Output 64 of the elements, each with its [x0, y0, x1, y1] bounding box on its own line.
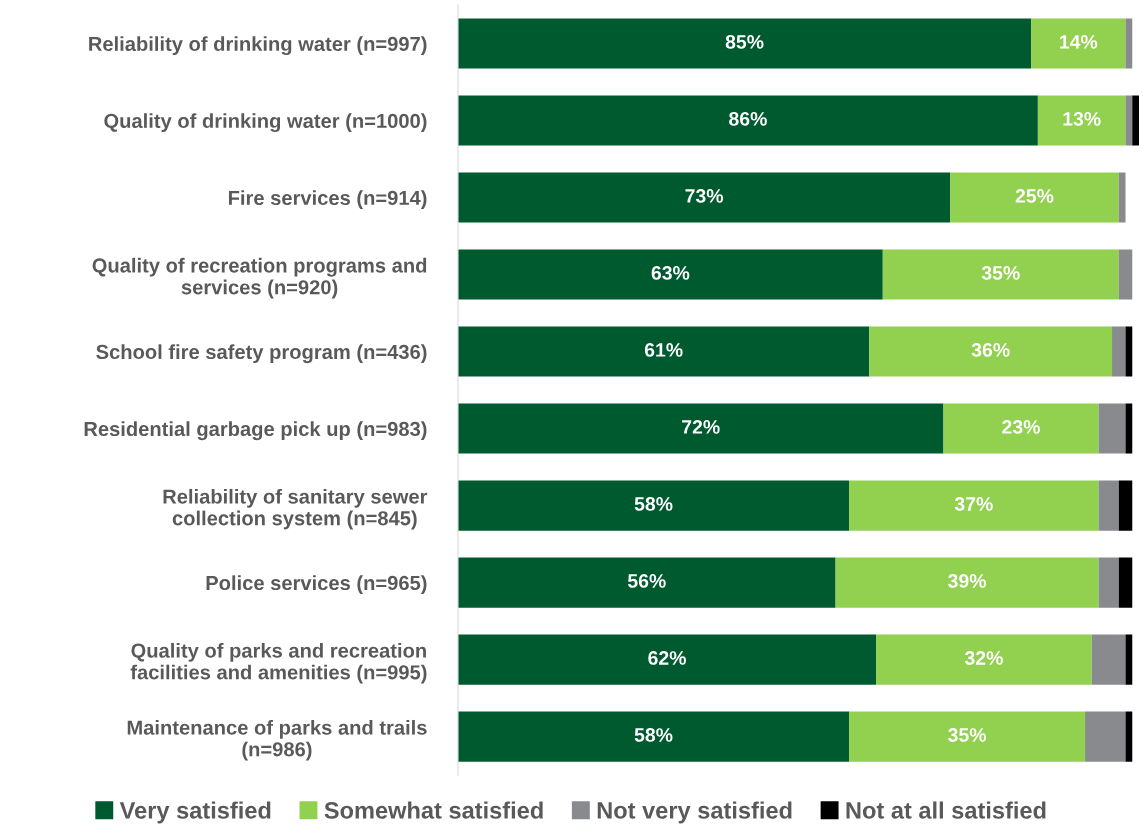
bar [1098, 403, 1126, 454]
y-tick-label: Quality of parks and recreation facilities and amenities (n=995) [130, 642, 427, 684]
data-label: 35% [981, 266, 1020, 280]
bar [1085, 711, 1126, 762]
bar [458, 95, 1038, 146]
bar [849, 480, 1099, 531]
bar [950, 172, 1119, 223]
bar [458, 557, 836, 608]
legend-label: Not at all satisfied [846, 801, 1046, 819]
bar [876, 634, 1092, 685]
data-label: 14% [1060, 35, 1098, 49]
y-tick-label: Reliability of sanitary sewer collection system (n=845) [163, 488, 428, 530]
data-label: 58% [634, 497, 673, 511]
bar [1118, 249, 1133, 300]
y-tick-label: Residential garbage pick up (n=983) [84, 421, 427, 441]
data-label: 72% [682, 420, 720, 434]
data-label: 61% [644, 343, 683, 357]
data-label: 25% [1015, 189, 1054, 203]
data-label: 32% [964, 651, 1003, 665]
bar [849, 711, 1086, 762]
bar [869, 326, 1113, 377]
bar [1112, 326, 1126, 377]
bar [1031, 18, 1126, 69]
data-label: 62% [648, 651, 686, 665]
y-tick-label: School fire safety program (n=436) [96, 344, 427, 364]
bar [458, 172, 951, 223]
data-label: 86% [729, 112, 767, 126]
data-label: 39% [948, 574, 987, 588]
bar [1118, 557, 1133, 608]
data-label: 13% [1063, 112, 1101, 126]
y-tick-label: Reliability of drinking water (n=997) [89, 36, 427, 56]
legend-label: Not very satisfied [597, 801, 792, 824]
bar [882, 249, 1119, 300]
bar [458, 18, 1032, 69]
legend-label: Somewhat satisfied [324, 801, 543, 819]
bar [1037, 95, 1126, 146]
bar [835, 557, 1099, 608]
bar [1118, 172, 1126, 223]
data-label: 37% [954, 497, 993, 511]
bar [458, 634, 877, 685]
bar [1098, 480, 1119, 531]
data-label: 63% [651, 266, 690, 280]
bar [1091, 634, 1126, 685]
data-label: 23% [1002, 420, 1040, 434]
bar [458, 480, 850, 531]
data-label: 36% [971, 343, 1010, 357]
data-label: 58% [634, 728, 673, 742]
bar [1098, 557, 1119, 608]
bar [458, 403, 944, 454]
legend-label: Very satisfied [119, 801, 271, 824]
y-tick-label: Maintenance of parks and trails (n=986) [127, 719, 427, 761]
bar [1118, 480, 1133, 531]
bar [458, 326, 870, 377]
bar [943, 403, 1099, 454]
bar [458, 711, 850, 762]
y-tick-label: Police services (n=965) [206, 575, 427, 595]
y-tick-label: Quality of drinking water (n=1000) [104, 113, 427, 133]
data-label: 73% [685, 189, 724, 203]
y-tick-label: Quality of recreation programs and services (n=920) [92, 257, 427, 299]
y-tick-label: Fire services (n=914) [228, 190, 427, 210]
data-label: 85% [725, 34, 764, 49]
bar [458, 249, 883, 300]
data-label: 56% [627, 574, 666, 588]
data-label: 35% [948, 728, 987, 742]
